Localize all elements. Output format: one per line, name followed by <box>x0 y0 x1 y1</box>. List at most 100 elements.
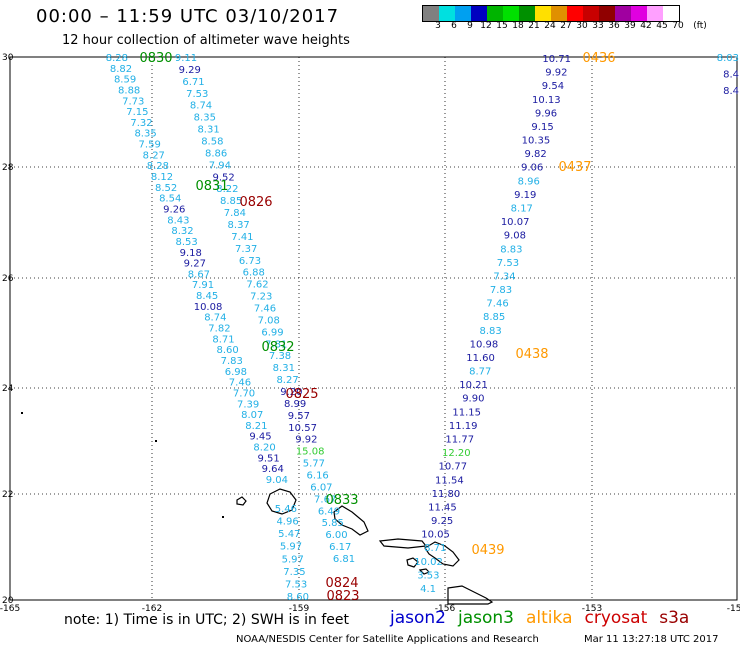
wave-height-value: 9.08 <box>504 231 526 242</box>
legend-swatch <box>535 6 551 21</box>
wave-height-value: 10.71 <box>542 54 571 65</box>
wave-height-value: 8.96 <box>518 176 540 187</box>
wave-height-value: 11.15 <box>452 407 481 418</box>
wave-height-value: 8.74 <box>204 313 226 324</box>
wave-height-value: 7.53 <box>285 579 307 590</box>
wave-height-value: 7.15 <box>126 107 148 118</box>
satellite-legend-cryosat: cryosat <box>584 608 648 628</box>
wave-height-value: 10.05 <box>421 530 450 541</box>
wave-height-value: 7.37 <box>235 244 257 255</box>
wave-height-value: 5.77 <box>303 459 325 470</box>
wave-height-value: 10.21 <box>459 380 488 391</box>
wave-height-value: 8.17 <box>511 203 533 214</box>
wave-height-value: 8.60 <box>287 592 309 603</box>
legend-label: 3 <box>435 21 441 31</box>
wave-height-value: 8.45 <box>196 291 218 302</box>
wave-height-value: 7.83 <box>490 285 512 296</box>
longitude-tick-label: -165 <box>0 604 20 614</box>
wave-height-value: 11.45 <box>428 502 457 513</box>
island-kauai <box>266 488 297 515</box>
longitude-tick-label: -150 <box>727 604 740 614</box>
wave-height-value: 5.46 <box>275 504 297 515</box>
wave-height-value: 10.07 <box>501 217 530 228</box>
island-oahu <box>333 505 369 536</box>
wave-height-value: 8.22 <box>216 184 238 195</box>
wave-height-value: 6.00 <box>325 530 347 541</box>
wave-height-value: 11.77 <box>445 435 474 446</box>
wave-height-value: 6.17 <box>329 542 351 553</box>
color-scale-legend <box>422 5 680 22</box>
wave-height-value: 3.53 <box>417 570 439 581</box>
wave-height-value: 9.57 <box>288 411 310 422</box>
wave-height-value: 9.51 <box>258 453 280 464</box>
legend-label: 39 <box>624 21 636 31</box>
wave-height-value: 8.83 <box>480 326 502 337</box>
wave-height-value: 8.35 <box>194 113 216 124</box>
longitude-tick-label: -156 <box>435 604 456 614</box>
longitude-tick-label: -162 <box>142 604 162 614</box>
wave-height-value: 8.85 <box>483 312 505 323</box>
legend-label: 18 <box>512 21 524 31</box>
wave-height-value: 8.53 <box>175 237 197 248</box>
wave-height-value: 4.1 <box>420 584 436 595</box>
pass-time-label: 0830 <box>139 51 172 66</box>
satellite-legend-jason2: jason2 <box>390 608 446 628</box>
color-scale-labels: 3 6 9 12 15 18 21 24 27 30 33 36 39 42 45 70 (ft) <box>422 21 740 33</box>
wave-height-value: 8.12 <box>151 172 173 183</box>
map-grid: -165 -162 -159 -156 -153 -150 30 28 26 24 22 20 <box>0 53 740 614</box>
legend-label: 21 <box>528 21 540 31</box>
wave-height-value: 8.82 <box>110 64 132 75</box>
wave-height-value: 8.71 <box>212 334 234 345</box>
legend-label: 45 <box>656 21 668 31</box>
wave-height-value: 8.54 <box>159 194 181 205</box>
wave-height-value: 7.84 <box>224 208 246 219</box>
longitude-tick-label: -153 <box>582 604 602 614</box>
latitude-tick-label: 26 <box>2 274 14 284</box>
legend-swatch <box>471 6 487 21</box>
wave-height-value: 10.57 <box>288 423 317 434</box>
wave-height-value: 9.45 <box>249 432 271 443</box>
wave-height-value: 7.67 <box>314 494 336 505</box>
legend-swatch <box>551 6 567 21</box>
wave-height-value: 8.67 <box>188 269 210 280</box>
credit-line: NOAA/NESDIS Center for Satellite Applica… <box>236 634 539 645</box>
wave-height-value: 8.86 <box>205 148 227 159</box>
wave-height-value: 8.88 <box>118 85 140 96</box>
legend-swatch <box>631 6 647 21</box>
wave-height-value: 9.96 <box>535 108 557 119</box>
wave-height-value: 10.02 <box>414 557 443 568</box>
pass-time-label: 0833 <box>325 493 358 508</box>
wave-height-value: 10.98 <box>470 339 499 350</box>
wave-height-value: 7.35 <box>283 567 305 578</box>
latitude-tick-label: 20 <box>2 596 14 606</box>
wave-height-value: 8.21 <box>245 421 267 432</box>
wave-height-value: 7.53 <box>497 258 519 269</box>
wave-height-value: 7.53 <box>186 89 208 100</box>
wave-height-value: 8.4 <box>723 86 739 97</box>
wave-height-value: 11.80 <box>432 489 461 500</box>
wave-height-value: 11.60 <box>466 353 495 364</box>
legend-label: 9 <box>467 21 473 31</box>
wave-height-value: 8.27 <box>143 150 165 161</box>
legend-swatch <box>647 6 663 21</box>
islet-dot <box>222 516 224 518</box>
legend-label: 15 <box>496 21 508 31</box>
legend-swatch <box>583 6 599 21</box>
wave-height-value: 9.25 <box>431 516 453 527</box>
generated-timestamp: Mar 11 13:27:18 UTC 2017 <box>584 634 719 645</box>
pass-time-label: 0439 <box>471 543 504 558</box>
wave-height-value: 9.19 <box>514 190 536 201</box>
wave-height-value: 10.77 <box>439 462 468 473</box>
wave-height-value: 7.41 <box>231 232 253 243</box>
wave-height-value: 10.13 <box>532 95 561 106</box>
wave-height-value: 7.83 <box>221 356 243 367</box>
wave-height-value: 8.28 <box>147 161 169 172</box>
wave-height-value: 9.92 <box>295 435 317 446</box>
wave-height-value: 11.19 <box>449 421 478 432</box>
island-maui <box>424 541 460 567</box>
wave-height-value: 7.82 <box>208 324 230 335</box>
wave-height-value: 12.20 <box>442 448 471 459</box>
legend-label: 42 <box>640 21 652 31</box>
pass-time-label: 0437 <box>558 160 591 175</box>
wave-height-value: 8.74 <box>190 101 212 112</box>
